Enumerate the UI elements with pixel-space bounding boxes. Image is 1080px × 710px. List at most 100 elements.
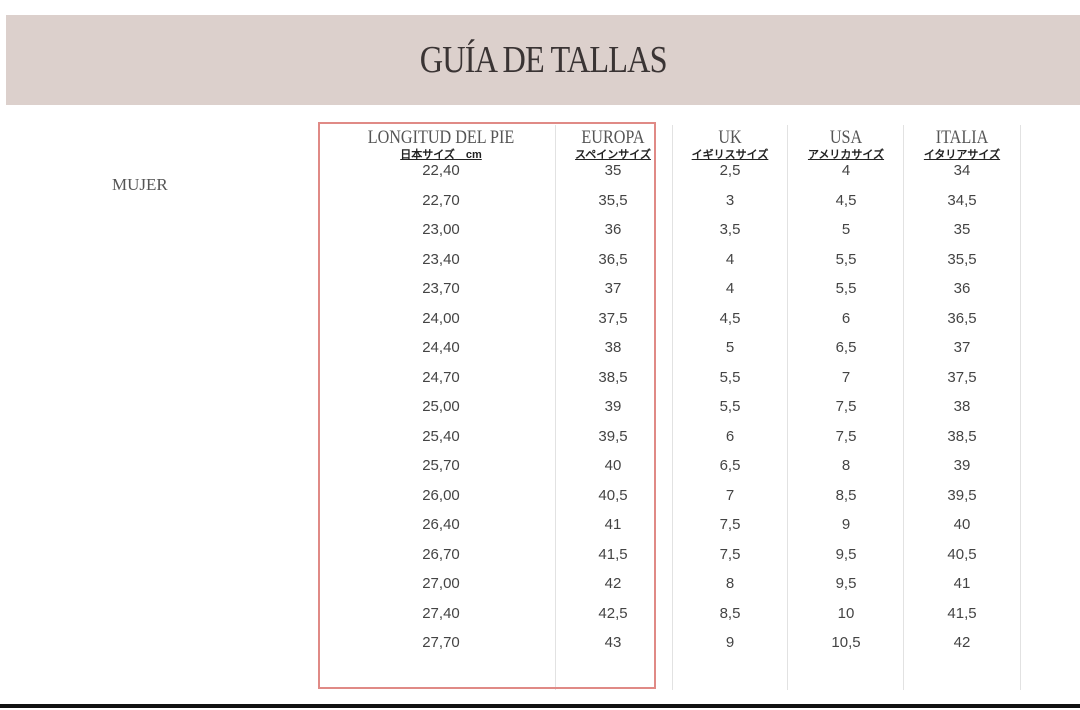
table-cell: 24,40 bbox=[422, 339, 460, 356]
table-cell: 4 bbox=[841, 162, 851, 179]
table-cell: 38 bbox=[604, 339, 622, 356]
table-cell: 5,5 bbox=[719, 368, 741, 386]
table-cell: 37 bbox=[953, 339, 971, 356]
column-subheader: イギリスサイズ bbox=[691, 149, 769, 161]
column-subheader: アメリカサイズ bbox=[807, 149, 885, 161]
column-divider bbox=[672, 125, 673, 690]
column-divider bbox=[787, 125, 788, 690]
table-cell: 10 bbox=[837, 604, 855, 622]
table-cell: 3 bbox=[725, 191, 735, 209]
column-header: ITALIA bbox=[935, 127, 989, 148]
table-cell: 5 bbox=[841, 221, 851, 238]
table-cell: 42,5 bbox=[598, 604, 628, 622]
table-cell: 43 bbox=[604, 634, 622, 651]
table-cell: 35 bbox=[604, 162, 622, 179]
table-cell: 22,70 bbox=[422, 191, 460, 209]
table-cell: 4 bbox=[725, 250, 735, 268]
table-cell: 9 bbox=[841, 516, 851, 533]
table-cell: 6 bbox=[841, 309, 851, 327]
table-cell: 3,5 bbox=[719, 221, 741, 238]
table-cell: 7 bbox=[725, 486, 735, 504]
table-cell: 36,5 bbox=[598, 250, 628, 268]
table-cell: 7,5 bbox=[835, 427, 857, 445]
table-cell: 7 bbox=[841, 368, 851, 386]
column-subheader: スペインサイズ bbox=[575, 149, 651, 161]
table-cell: 23,70 bbox=[422, 280, 460, 297]
column-europa: EUROPA スペインサイズ 35 35,5 36 36,5 37 37,5 38 38,5 39 3… bbox=[558, 128, 668, 658]
bottom-rule bbox=[0, 704, 1080, 708]
table-cell: 7,5 bbox=[719, 516, 741, 533]
column-header: USA bbox=[829, 127, 863, 148]
column-subheader: イタリアサイズ bbox=[923, 149, 1001, 161]
table-cell: 6,5 bbox=[719, 457, 741, 474]
column-header: UK bbox=[718, 127, 742, 148]
table-cell: 9 bbox=[725, 634, 735, 651]
table-cell: 40,5 bbox=[947, 545, 977, 563]
column-subheader: 日本サイズ cm bbox=[400, 149, 482, 161]
table-cell: 8 bbox=[725, 575, 735, 592]
table-cell: 22,40 bbox=[422, 162, 460, 179]
table-cell: 7,5 bbox=[719, 545, 741, 563]
table-cell: 26,70 bbox=[422, 545, 460, 563]
table-cell: 9,5 bbox=[835, 575, 857, 592]
column-divider bbox=[903, 125, 904, 690]
table-cell: 8,5 bbox=[835, 486, 857, 504]
title-banner: GUÍA DE TALLAS bbox=[6, 15, 1080, 105]
column-usa: USA アメリカサイズ 4 4,5 5 5,5 5,5 6 6,5 7 7,5 7,5 8 8,5 9 9,5… bbox=[790, 128, 902, 658]
table-cell: 39 bbox=[604, 398, 622, 415]
table-cell: 37 bbox=[604, 280, 622, 297]
table-cell: 39,5 bbox=[947, 486, 977, 504]
page-title: GUÍA DE TALLAS bbox=[419, 39, 668, 81]
table-cell: 26,40 bbox=[422, 516, 460, 533]
table-cell: 5 bbox=[725, 339, 735, 356]
table-cell: 6,5 bbox=[835, 339, 857, 356]
table-cell: 27,70 bbox=[422, 634, 460, 651]
table-cell: 25,00 bbox=[422, 398, 460, 415]
table-cell: 36 bbox=[953, 280, 971, 297]
table-cell: 26,00 bbox=[422, 486, 460, 504]
table-cell: 6 bbox=[725, 427, 735, 445]
table-cell: 41 bbox=[604, 516, 622, 533]
table-cell: 23,00 bbox=[422, 221, 460, 238]
column-divider bbox=[555, 125, 556, 690]
section-label: MUJER bbox=[112, 175, 168, 194]
table-cell: 8,5 bbox=[719, 604, 741, 622]
column-header: LONGITUD DEL PIE bbox=[367, 127, 515, 148]
table-cell: 42 bbox=[604, 575, 622, 592]
table-cell: 41 bbox=[953, 575, 971, 592]
table-cell: 35,5 bbox=[598, 191, 628, 209]
column-divider bbox=[1020, 125, 1021, 690]
table-cell: 37,5 bbox=[598, 309, 628, 327]
table-cell: 4 bbox=[725, 280, 735, 297]
table-cell: 41,5 bbox=[598, 545, 628, 563]
table-cell: 35,5 bbox=[947, 250, 977, 268]
table-cell: 7,5 bbox=[835, 398, 857, 415]
table-cell: 38,5 bbox=[598, 368, 628, 386]
table-cell: 41,5 bbox=[947, 604, 977, 622]
table-cell: 24,70 bbox=[422, 368, 460, 386]
table-cell: 40,5 bbox=[598, 486, 628, 504]
table-cell: 39 bbox=[953, 457, 971, 474]
table-cell: 40 bbox=[953, 516, 971, 533]
table-cell: 25,70 bbox=[422, 457, 460, 474]
table-cell: 27,40 bbox=[422, 604, 460, 622]
table-cell: 5,5 bbox=[835, 280, 857, 297]
table-cell: 36 bbox=[604, 221, 622, 238]
table-cell: 38 bbox=[953, 398, 971, 415]
table-cell: 37,5 bbox=[947, 368, 977, 386]
column-header: EUROPA bbox=[581, 127, 645, 148]
table-cell: 23,40 bbox=[422, 250, 460, 268]
table-cell: 34,5 bbox=[947, 191, 977, 209]
table-cell: 8 bbox=[841, 457, 851, 474]
table-cell: 36,5 bbox=[947, 309, 977, 327]
table-cell: 9,5 bbox=[835, 545, 857, 563]
table-cell: 38,5 bbox=[947, 427, 977, 445]
table-cell: 35 bbox=[953, 221, 971, 238]
table-cell: 2,5 bbox=[719, 162, 741, 179]
table-cell: 40 bbox=[604, 457, 622, 474]
table-cell: 4,5 bbox=[719, 309, 741, 327]
table-cell: 5,5 bbox=[719, 398, 741, 415]
table-cell: 25,40 bbox=[422, 427, 460, 445]
column-italia: ITALIA イタリアサイズ 34 34,5 35 35,5 36 36,5 37 37,5 38 3… bbox=[905, 128, 1019, 658]
column-longitud-del-pie: LONGITUD DEL PIE 日本サイズ cm 22,40 22,70 23,00 2… bbox=[330, 128, 552, 658]
